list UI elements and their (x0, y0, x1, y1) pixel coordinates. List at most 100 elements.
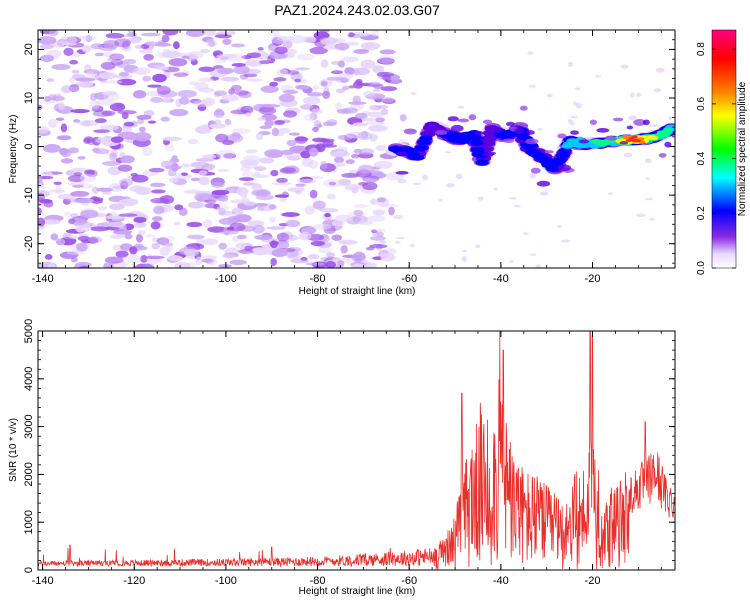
spectrogram-noise-blob (376, 71, 395, 77)
spectrogram-noise-blob (410, 243, 415, 248)
spectrogram-signal-contour (505, 121, 515, 127)
spectrogram-y-label: Frequency (Hz) (8, 115, 19, 184)
spectrogram-noise-blob (286, 139, 297, 147)
spectrogram-noise-blob (369, 133, 378, 142)
spectrogram-noise-blob (48, 189, 66, 193)
spectrogram-noise-blob (607, 192, 614, 196)
spectrogram-noise-blob (50, 233, 59, 241)
spectrogram-noise-blob (117, 164, 133, 172)
y-tick-label: -20 (23, 236, 35, 252)
spectrogram-noise-blob (395, 240, 401, 244)
spectrogram-noise-blob (294, 78, 302, 83)
spectrogram-noise-blob (376, 105, 389, 109)
spectrogram-noise-blob (316, 123, 323, 128)
spectrogram-noise-blob (169, 108, 189, 117)
spectrogram-noise-blob (535, 264, 541, 268)
spectrogram-noise-blob (99, 52, 116, 57)
spectrogram-noise-blob (44, 95, 52, 102)
spectrogram-noise-blob (271, 248, 288, 258)
spectrogram-noise-blob (446, 183, 455, 188)
spectrogram-noise-blob (75, 224, 92, 233)
spectrogram-noise-blob (173, 72, 189, 78)
spectrogram-noise-blob (198, 176, 210, 186)
spectrogram-noise-blob (39, 43, 55, 50)
spectrogram-noise-blob (445, 151, 452, 154)
spectrogram-noise-blob (270, 257, 277, 266)
spectrogram-noise-blob (164, 165, 182, 170)
spectrogram-noise-blob (319, 208, 339, 213)
x-tick-label: -100 (215, 273, 237, 285)
spectrogram-noise-blob (369, 244, 388, 249)
spectrogram-noise-blob (529, 172, 536, 179)
spectrogram-noise-blob (269, 81, 279, 87)
spectrogram-noise-blob (395, 236, 405, 240)
spectrogram-noise-blob (380, 86, 398, 92)
spectrogram-noise-blob (341, 172, 360, 178)
spectrogram-noise-blob (367, 81, 381, 86)
spectrogram-noise-blob (369, 198, 378, 205)
spectrogram-noise-blob (105, 79, 123, 84)
spectrogram-signal-contour (544, 150, 554, 154)
spectrogram-noise-blob (294, 136, 309, 142)
spectrogram-noise-blob (119, 152, 126, 157)
spectrogram-noise-blob (49, 30, 59, 37)
spectrogram-noise-blob (231, 62, 246, 67)
spectrogram-noise-blob (195, 158, 215, 162)
spectrogram-noise-blob (221, 140, 235, 146)
spectrogram-noise-blob (350, 263, 367, 268)
spectrogram-noise-blob (299, 232, 309, 240)
spectrogram-noise-blob (284, 234, 299, 241)
spectrogram-noise-blob (299, 103, 314, 110)
spectrogram-noise-blob (285, 219, 301, 228)
spectrogram-noise-blob (348, 32, 355, 38)
spectrogram-signal-contour (530, 167, 541, 174)
spectrogram-noise-blob (352, 254, 367, 259)
spectrogram-noise-blob (160, 116, 170, 122)
spectrogram-noise-blob (375, 144, 387, 151)
spectrogram-noise-blob (161, 97, 171, 103)
spectrogram-noise-blob (353, 209, 364, 217)
spectrogram-noise-blob (110, 136, 124, 143)
spectrogram-noise-blob (569, 121, 575, 126)
colorbar-tick-label: 0.8 (696, 42, 707, 56)
spectrogram-noise-blob (147, 84, 162, 88)
spectrogram-noise-blob (105, 32, 125, 39)
spectrogram-noise-blob (276, 68, 289, 76)
spectrogram-noise-blob (202, 219, 213, 229)
spectrogram-noise-blob (572, 101, 577, 106)
spectrogram-noise-blob (69, 59, 79, 65)
spectrogram-noise-blob (372, 209, 386, 216)
spectrogram-noise-blob (85, 71, 95, 79)
spectrogram-noise-blob (345, 131, 366, 139)
spectrogram-noise-blob (38, 189, 50, 198)
spectrogram-noise-blob (312, 126, 319, 133)
spectrogram-noise-blob (309, 189, 318, 199)
spectrogram-noise-blob (278, 53, 288, 59)
spectrogram-x-label: Height of straight line (km) (299, 286, 416, 297)
spectrogram-noise-blob (334, 214, 353, 223)
spectrogram-noise-blob (189, 202, 206, 209)
spectrogram-noise-blob (357, 131, 373, 141)
spectrogram-noise-blob (118, 198, 139, 207)
spectrogram-noise-blob (215, 133, 229, 143)
spectrogram-noise-blob (143, 53, 154, 61)
snr-y-label: SNR (10 * v/v) (8, 418, 19, 482)
spectrogram-noise-blob (217, 67, 234, 75)
x-tick-label: -60 (401, 273, 417, 285)
spectrogram-noise-blob (358, 148, 375, 156)
colorbar-gradient (712, 30, 736, 268)
spectrogram-noise-blob (93, 129, 110, 133)
spectrogram-noise-blob (210, 181, 225, 188)
spectrogram-noise-blob (334, 42, 350, 51)
y-tick-label: 10 (23, 92, 35, 104)
spectrogram-noise-blob (108, 221, 126, 228)
spectrogram-noise-blob (376, 197, 387, 203)
colorbar-tick-label: 0.2 (696, 206, 707, 220)
spectrogram-noise-blob (653, 88, 662, 93)
spectrogram-noise-blob (113, 229, 132, 235)
spectrogram-noise-blob (109, 152, 118, 162)
spectrogram-noise-blob (70, 108, 90, 114)
spectrogram-noise-blob (290, 258, 310, 264)
spectrogram-noise-blob (161, 242, 174, 247)
spectrogram-noise-blob (60, 158, 74, 164)
